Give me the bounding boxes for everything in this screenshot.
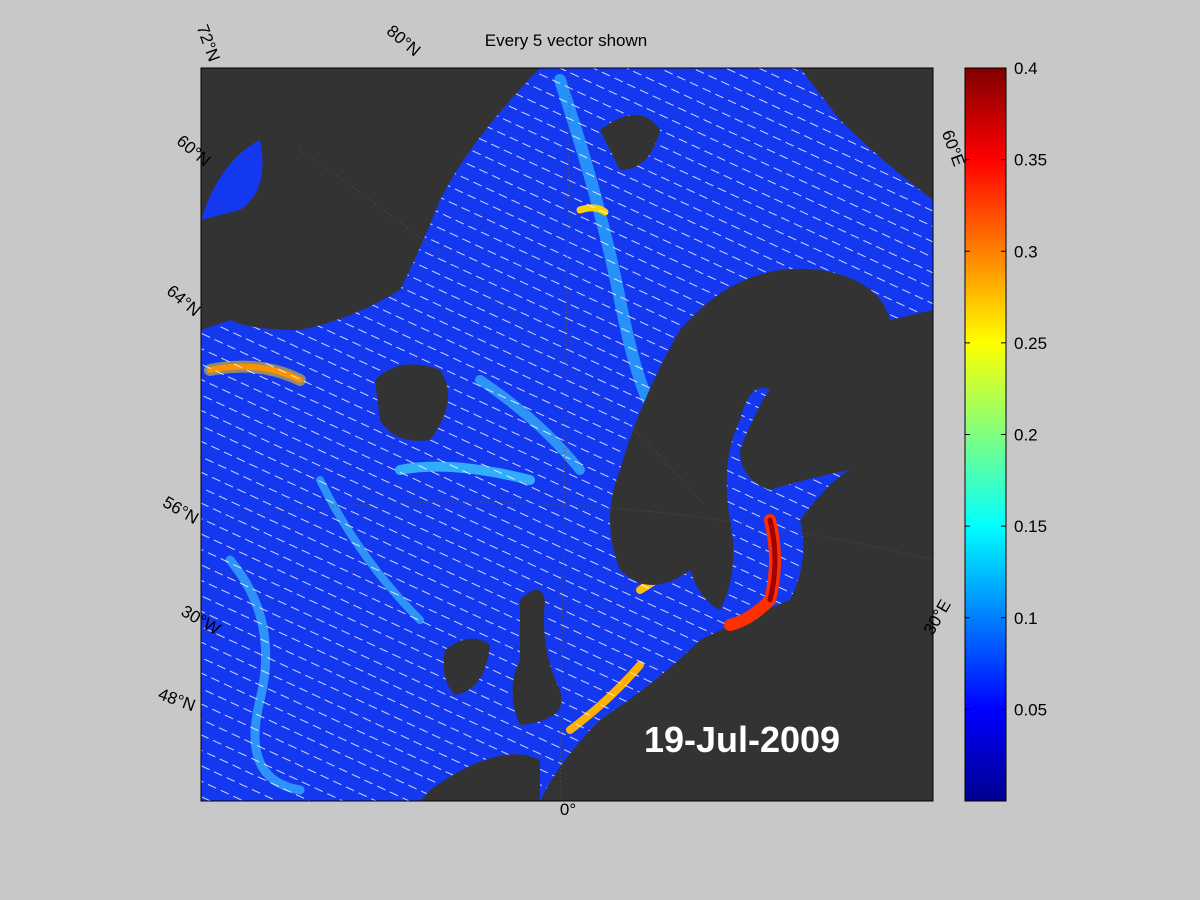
colorbar-tick-label: 0.35	[1014, 151, 1047, 170]
graticule	[201, 68, 933, 801]
graticule-label: 48°N	[156, 684, 198, 715]
date-label: 19-Jul-2009	[644, 719, 840, 760]
colorbar-ticks: 0.05 0.1 0.15 0.2 0.25 0.3 0.35 0.4	[965, 59, 1047, 719]
colorbar-tick-label: 0.1	[1014, 609, 1038, 628]
colorbar-tick-label: 0.25	[1014, 334, 1047, 353]
map	[201, 68, 933, 801]
graticule-label: 0°	[560, 800, 576, 819]
baltic-currents	[724, 514, 781, 631]
colorbar-tick-label: 0.3	[1014, 242, 1038, 261]
colorbar-tick-label: 0.05	[1014, 700, 1047, 719]
colorbar-tick-label: 0.4	[1014, 59, 1038, 78]
graticule-label: 72°N	[193, 22, 224, 64]
title: Every 5 vector shown	[485, 31, 648, 50]
graticule-label: 80°N	[383, 21, 424, 60]
colorbar-tick-label: 0.15	[1014, 517, 1047, 536]
plot-frame	[200, 67, 934, 802]
graticule-label: 60°E	[938, 127, 969, 168]
colorbar-tick-label: 0.2	[1014, 426, 1038, 445]
colorbar	[964, 67, 1007, 802]
graticule-label: 56°N	[160, 493, 202, 528]
graticule-label: 64°N	[163, 281, 204, 320]
land	[201, 68, 933, 801]
